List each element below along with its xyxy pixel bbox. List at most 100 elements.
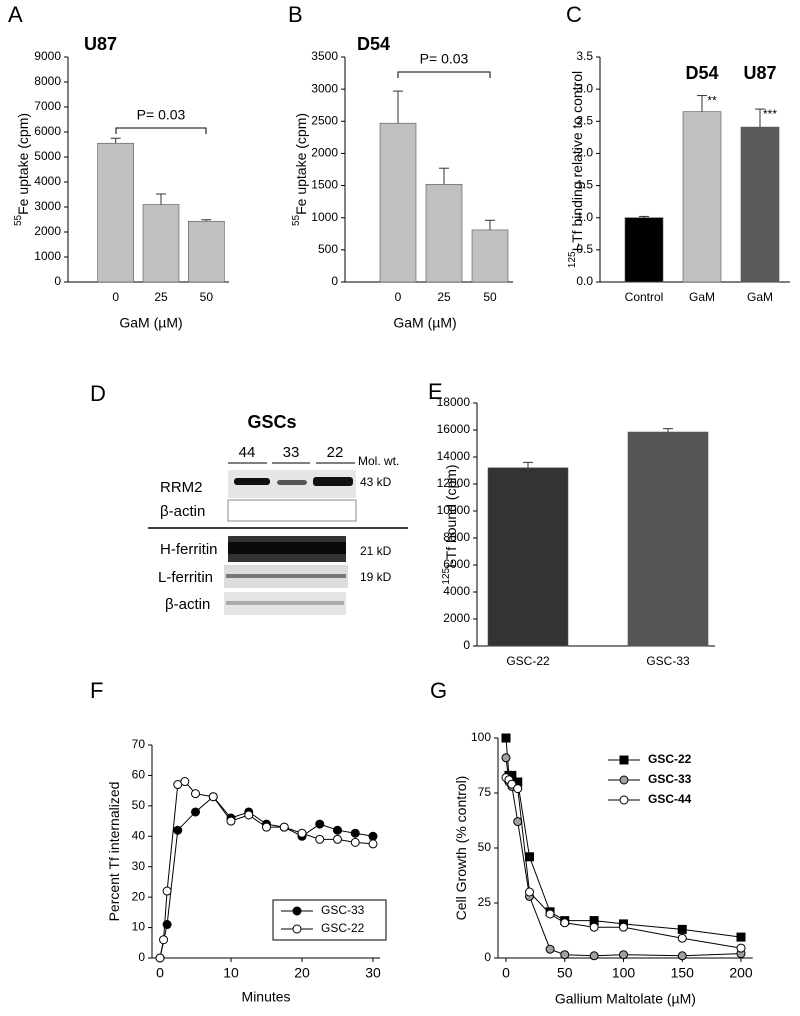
y-tick-label: 10000 <box>437 503 471 517</box>
x-tick-label: 150 <box>671 965 695 981</box>
bracket <box>115 127 207 134</box>
y-axis-label: 125I-Tf binding relative to control <box>567 71 585 268</box>
y-tick-label: 5000 <box>34 149 61 163</box>
y-axis-label: 55Fe uptake (cpm) <box>291 113 309 226</box>
lane-label: 44 <box>239 444 256 461</box>
y-tick-label: 4000 <box>443 584 470 598</box>
x-tick-label: GaM <box>689 290 715 304</box>
y-axis-label-text: Fe uptake (cpm) <box>15 113 31 215</box>
x-tick-label: 0 <box>112 290 119 304</box>
panel-letter: E <box>428 379 443 404</box>
x-tick-label: Control <box>625 290 664 304</box>
bar <box>97 142 134 283</box>
marker <box>677 933 687 943</box>
y-tick-label: 3000 <box>34 199 61 213</box>
x-tick-label: GSC-22 <box>506 654 550 668</box>
marker <box>677 924 687 934</box>
y-tick-label: 10 <box>132 920 146 934</box>
x-tick-label: 100 <box>612 965 636 981</box>
marker <box>159 935 169 945</box>
mw-label: 43 kD <box>360 475 392 489</box>
y-axis-label-sup: 55 <box>13 214 24 226</box>
bar <box>188 220 225 283</box>
legend-label: GSC-33 <box>648 772 692 786</box>
y-axis-label-text: Percent Tf internalized <box>106 782 122 922</box>
marker <box>333 825 342 835</box>
x-tick-label: 0 <box>395 290 402 304</box>
marker <box>226 816 236 826</box>
legend-label: GSC-44 <box>648 792 692 806</box>
marker <box>279 822 289 832</box>
y-tick-label: 6000 <box>34 124 61 138</box>
y-tick-label: 0.0 <box>576 274 593 288</box>
panel-letter: C <box>566 2 582 27</box>
significance: ** <box>707 94 717 108</box>
p-value: P= 0.03 <box>420 51 469 67</box>
panel-letter: A <box>8 2 23 27</box>
band <box>226 601 344 605</box>
y-tick-label: 20 <box>132 889 146 903</box>
mw-label: 21 kD <box>360 544 392 558</box>
y-axis-label: Percent Tf internalized <box>106 782 122 922</box>
bar <box>487 467 569 647</box>
marker <box>513 817 523 827</box>
panel-letter: B <box>288 2 303 27</box>
bar <box>627 431 709 647</box>
y-tick-label: 0 <box>54 274 61 288</box>
x-tick-label: GSC-33 <box>646 654 690 668</box>
y-axis-label-text: Fe uptake (cpm) <box>293 113 309 215</box>
chart-title: D54 <box>357 34 390 54</box>
marker <box>545 909 555 919</box>
marker <box>292 924 302 934</box>
row-label: β-actin <box>160 503 205 520</box>
marker <box>619 755 629 765</box>
y-tick-label: 18000 <box>437 395 471 409</box>
legend-label: GSC-22 <box>648 752 692 766</box>
y-tick-label: 2000 <box>34 224 61 238</box>
blot-panel: D GSCs 44 33 22 Mol. wt. RRM2 43 kD β-ac… <box>90 381 408 615</box>
marker <box>262 822 271 832</box>
y-tick-label: 1500 <box>311 178 338 192</box>
x-axis-label: Minutes <box>242 989 291 1005</box>
marker <box>173 825 183 835</box>
x-tick-label: 20 <box>294 965 310 981</box>
x-tick-label: 10 <box>223 965 239 981</box>
y-tick-label: 0 <box>463 638 470 652</box>
y-tick-label: 60 <box>132 768 146 782</box>
panel-letter: D <box>90 381 106 406</box>
y-tick-label: 7000 <box>34 99 61 113</box>
x-tick-label: 200 <box>729 965 753 981</box>
marker <box>525 852 534 862</box>
y-axis-label-sup: 55 <box>291 214 302 226</box>
marker <box>501 753 511 763</box>
band <box>228 542 346 554</box>
y-tick-label: 40 <box>132 828 146 842</box>
y-tick-label: 3000 <box>311 81 338 95</box>
x-tick-label: 25 <box>437 290 451 304</box>
marker <box>297 828 307 838</box>
bar <box>379 122 417 283</box>
bar <box>471 229 509 283</box>
y-axis-label-text: I-Tf bound (cpm) <box>443 464 459 567</box>
marker <box>677 951 687 961</box>
marker <box>292 906 302 916</box>
marker <box>545 944 555 954</box>
y-tick-label: 50 <box>478 840 492 854</box>
x-tick-label: 50 <box>557 965 573 981</box>
lane-label: 22 <box>327 444 344 461</box>
bar <box>682 111 722 283</box>
y-tick-label: 3.5 <box>576 49 593 63</box>
y-tick-label: 70 <box>132 737 146 751</box>
series-line <box>505 737 742 938</box>
marker <box>619 795 629 805</box>
y-tick-label: 3500 <box>311 49 338 63</box>
y-tick-label: 0.5 <box>576 242 593 256</box>
y-tick-label: 1.0 <box>576 210 593 224</box>
y-tick-label: 75 <box>478 785 492 799</box>
blot-strip <box>227 499 357 522</box>
y-tick-label: 2000 <box>443 611 470 625</box>
y-tick-label: 500 <box>318 242 338 256</box>
y-tick-label: 50 <box>132 798 146 812</box>
marker <box>333 834 342 844</box>
